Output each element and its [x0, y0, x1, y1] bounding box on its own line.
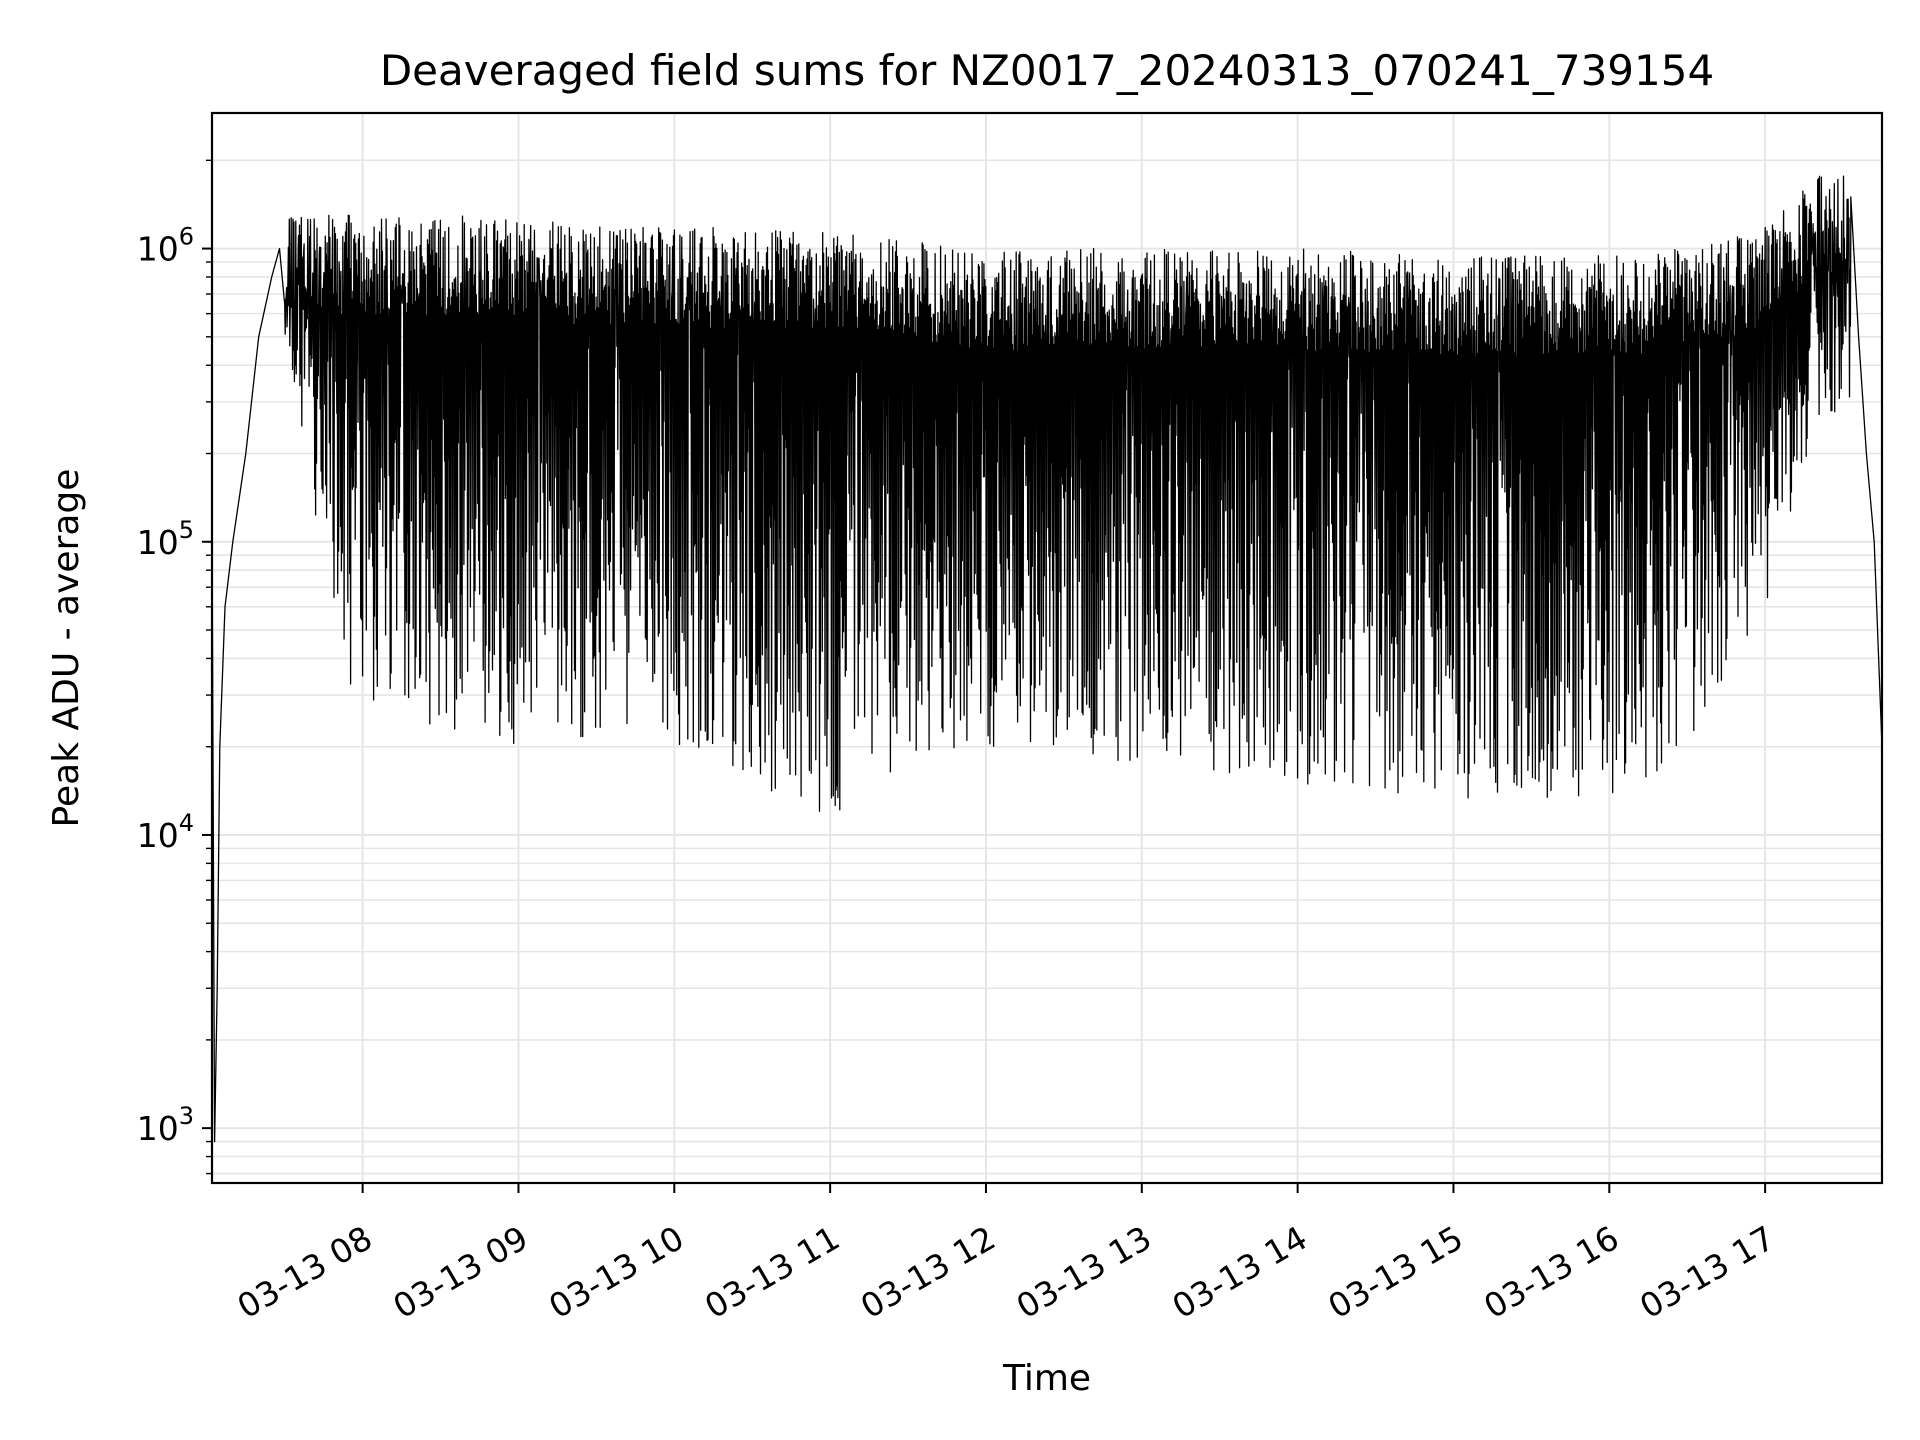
- y-axis: 103 104 105 106: [137, 159, 212, 1175]
- x-tick-label: 03-13 13: [1010, 1218, 1158, 1326]
- y-tick-label: 103: [137, 1102, 194, 1148]
- y-axis-label: Peak ADU - average: [46, 469, 87, 828]
- x-tick-label: 03-13 15: [1321, 1218, 1469, 1326]
- y-tick-label: 104: [137, 809, 194, 855]
- x-tick-label: 03-13 17: [1633, 1218, 1781, 1326]
- x-axis-label: Time: [1002, 1358, 1091, 1399]
- chart-title: Deaveraged field sums for NZ0017_2024031…: [380, 46, 1714, 95]
- plot-area: [210, 111, 1884, 1185]
- series-path: [211, 175, 1883, 1143]
- x-tick-label: 03-13 08: [231, 1218, 379, 1326]
- x-axis: 03-13 08 03-13 09 03-13 10 03-13 11 03-13 12…: [231, 1183, 1781, 1326]
- x-tick-label: 03-13 11: [698, 1218, 846, 1326]
- x-tick-label: 03-13 14: [1166, 1218, 1314, 1326]
- x-tick-label: 03-13 12: [854, 1218, 1002, 1326]
- y-tick-label: 105: [137, 516, 194, 562]
- x-tick-label: 03-13 16: [1477, 1218, 1625, 1326]
- y-tick-label: 106: [137, 223, 194, 269]
- x-tick-label: 03-13 10: [542, 1218, 690, 1326]
- series-line: [211, 175, 1883, 1143]
- x-tick-label: 03-13 09: [386, 1218, 534, 1326]
